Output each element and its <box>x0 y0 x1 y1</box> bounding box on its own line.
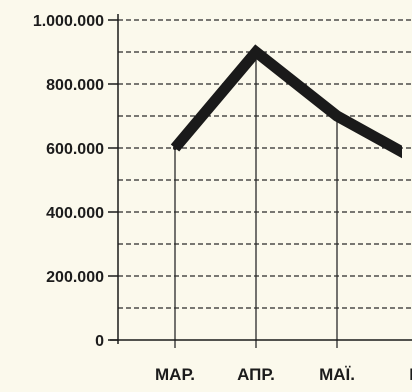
data-point <box>173 146 177 150</box>
x-tick-label: МАЇ. <box>319 365 355 384</box>
y-tick-label: 200.000 <box>46 269 104 286</box>
y-tick-label: 600.000 <box>46 141 104 158</box>
x-tick-label: МАР. <box>155 365 195 384</box>
y-tick-label: 1.000.000 <box>33 13 104 30</box>
data-point <box>335 114 339 118</box>
x-tick-labels: МАР.АПР.МАЇ.Ю <box>155 365 412 384</box>
y-tick-label: 400.000 <box>46 205 104 222</box>
series <box>173 50 412 161</box>
data-point <box>254 50 258 54</box>
y-tick-label: 800.000 <box>46 77 104 94</box>
drop-lines <box>175 52 412 348</box>
y-tick-label: 0 <box>95 333 104 350</box>
axes <box>108 14 412 344</box>
x-tick-label: АПР. <box>237 365 275 384</box>
series-line <box>175 52 412 161</box>
y-tick-labels: 0 200.000 400.000 600.000 800.000 1.000.000 <box>33 13 104 350</box>
